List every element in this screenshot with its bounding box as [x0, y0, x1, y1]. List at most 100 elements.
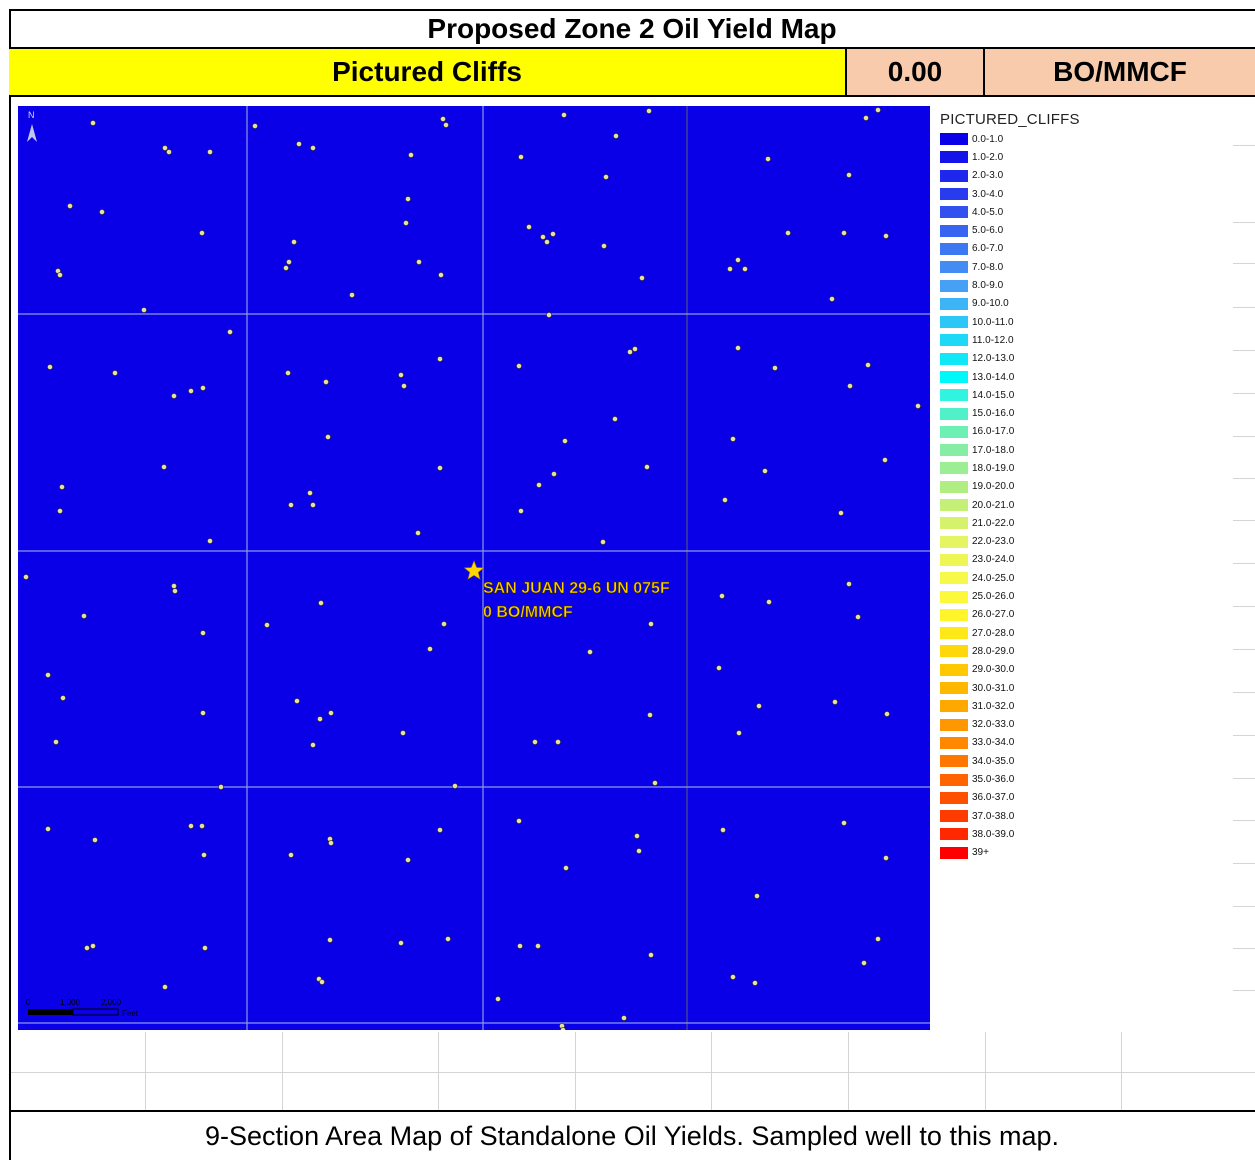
well-dot-icon [841, 820, 847, 826]
well-dot-icon [202, 945, 208, 951]
well-dot-icon [59, 484, 65, 490]
legend-swatch [940, 810, 968, 823]
well-dot-icon [398, 372, 404, 378]
well-dots [23, 107, 921, 1030]
well-dot-icon [207, 538, 213, 544]
legend-item: 10.0-11.0 [940, 313, 1120, 331]
well-dot-icon [730, 436, 736, 442]
legend-item: 19.0-20.0 [940, 478, 1120, 496]
well-dot-icon [452, 783, 458, 789]
legend-swatch [940, 206, 968, 219]
well-dot-icon [45, 672, 51, 678]
yield-unit-cell: BO/MMCF [985, 49, 1255, 95]
legend-label: 25.0-26.0 [972, 591, 1015, 603]
scale-label-0: 0 [26, 998, 31, 1007]
legend-item: 36.0-37.0 [940, 789, 1120, 807]
legend-swatch [940, 480, 968, 493]
well-dot-icon [445, 936, 451, 942]
well-dot-icon [84, 945, 90, 951]
well-dot-icon [627, 349, 633, 355]
legend-label: 21.0-22.0 [972, 517, 1015, 529]
legend-item: 2.0-3.0 [940, 167, 1120, 185]
well-dot-icon [847, 383, 853, 389]
legend-label: 22.0-23.0 [972, 536, 1015, 548]
well-dot-icon [742, 266, 748, 272]
legend-label: 27.0-28.0 [972, 627, 1015, 639]
well-dot-icon [785, 230, 791, 236]
legend-swatch [940, 188, 968, 201]
well-dot-icon [544, 239, 550, 245]
legend-label: 13.0-14.0 [972, 371, 1015, 383]
legend-swatch [940, 499, 968, 512]
legend-item: 25.0-26.0 [940, 587, 1120, 605]
north-arrow-icon: N [27, 110, 37, 142]
well-dot-icon [516, 818, 522, 824]
well-dot-icon [437, 827, 443, 833]
well-dot-icon [294, 698, 300, 704]
well-dot-icon [730, 974, 736, 980]
well-dot-icon [716, 665, 722, 671]
legend-item: 5.0-6.0 [940, 221, 1120, 239]
well-dot-icon [172, 588, 178, 594]
legend-label: 20.0-21.0 [972, 499, 1015, 511]
well-dot-icon [60, 695, 66, 701]
well-dot-icon [838, 510, 844, 516]
legend-swatch [940, 572, 968, 585]
legend-label: 28.0-29.0 [972, 645, 1015, 657]
legend-item: 29.0-30.0 [940, 661, 1120, 679]
well-dot-icon [67, 203, 73, 209]
map-canvas: N SAN JUAN 29-6 UN 075F 0 BO/MMCF 0 1,00… [18, 106, 930, 1030]
well-dot-icon [613, 133, 619, 139]
legend-item: 9.0-10.0 [940, 295, 1120, 313]
well-dot-icon [57, 272, 63, 278]
well-dot-icon [171, 393, 177, 399]
legend-item: 6.0-7.0 [940, 240, 1120, 258]
legend-label: 5.0-6.0 [972, 225, 1004, 237]
well-label-yield: 0 BO/MMCF [483, 604, 573, 621]
legend-label: 23.0-24.0 [972, 554, 1015, 566]
legend-label: 29.0-30.0 [972, 664, 1015, 676]
well-dot-icon [765, 156, 771, 162]
legend-swatch [940, 169, 968, 182]
legend-label: 14.0-15.0 [972, 389, 1015, 401]
well-dot-icon [310, 145, 316, 151]
legend-swatch [940, 389, 968, 402]
well-dot-icon [405, 857, 411, 863]
well-dot-icon [560, 1027, 566, 1030]
well-dot-icon [727, 266, 733, 272]
legend-swatch [940, 261, 968, 274]
well-dot-icon [865, 362, 871, 368]
legend-item: 14.0-15.0 [940, 386, 1120, 404]
legend-item: 37.0-38.0 [940, 807, 1120, 825]
well-dot-icon [516, 363, 522, 369]
legend-label: 35.0-36.0 [972, 774, 1015, 786]
sheet-border [9, 9, 1255, 1160]
legend-item: 13.0-14.0 [940, 368, 1120, 386]
well-dot-icon [719, 593, 725, 599]
well-label-name: SAN JUAN 29-6 UN 075F [483, 580, 670, 597]
well-dot-icon [612, 416, 618, 422]
well-dot-icon [736, 730, 742, 736]
legend-swatch [940, 627, 968, 640]
legend-item: 7.0-8.0 [940, 258, 1120, 276]
well-dot-icon [200, 385, 206, 391]
well-dot-icon [218, 784, 224, 790]
legend-label: 38.0-39.0 [972, 828, 1015, 840]
well-dot-icon [398, 940, 404, 946]
well-dot-icon [23, 574, 29, 580]
section-lines [18, 106, 930, 1030]
legend-label: 18.0-19.0 [972, 462, 1015, 474]
well-dot-icon [722, 497, 728, 503]
well-dot-icon [401, 383, 407, 389]
legend-swatch [940, 773, 968, 786]
well-dot-icon [652, 780, 658, 786]
well-dot-icon [536, 482, 542, 488]
well-dot-icon [875, 107, 881, 113]
well-dot-icon [720, 827, 726, 833]
legend-item: 16.0-17.0 [940, 423, 1120, 441]
well-dot-icon [648, 952, 654, 958]
well-dot-icon [57, 508, 63, 514]
well-dot-icon [846, 172, 852, 178]
scale-label-2000: 2,000 [101, 998, 122, 1007]
well-dot-icon [296, 141, 302, 147]
